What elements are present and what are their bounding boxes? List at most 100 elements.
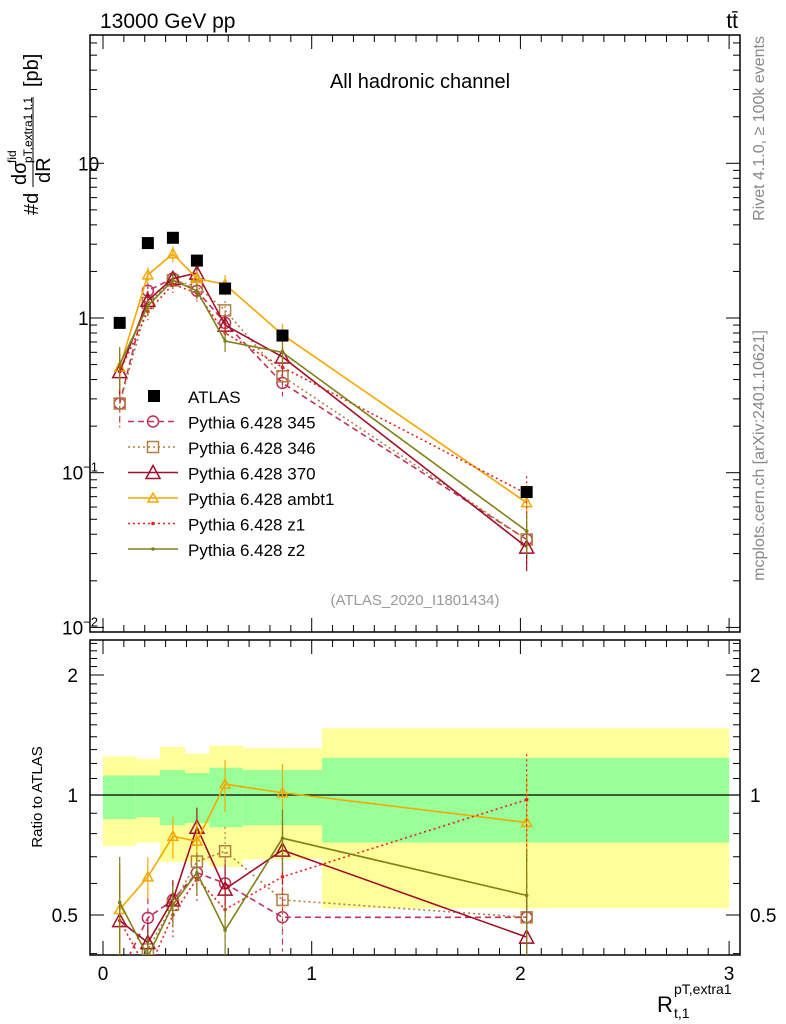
triangle-marker: [166, 829, 180, 842]
x-label-base: R: [657, 992, 673, 1017]
legend-label: Pythia 6.428 346: [188, 439, 316, 458]
main-series-2: [111, 264, 535, 572]
y-label-denominator: dR: [33, 157, 55, 183]
legend-label: Pythia 6.428 ambt1: [188, 490, 334, 509]
atlas-data-point: [219, 282, 232, 295]
dot-marker: [195, 288, 199, 293]
atlas-data-point: [520, 486, 533, 499]
triangle-marker: [166, 247, 180, 259]
dot-marker: [524, 893, 529, 898]
square-marker: [113, 397, 126, 410]
atlas-data-point: [276, 329, 289, 342]
y-tick-label-exp: −1: [83, 460, 98, 475]
ratio-y-tick-label-right: 2: [750, 666, 761, 687]
dot-marker: [146, 303, 150, 308]
ratio-y-tick-label-left: 2: [67, 666, 78, 687]
ratio-band-inner: [159, 770, 186, 826]
triangle-marker: [520, 815, 533, 828]
main-series-5: [117, 272, 529, 555]
ratio-y-tick-label-left: 1: [67, 786, 78, 807]
dot-marker: [280, 836, 285, 840]
square-marker: [218, 844, 232, 858]
ratio-band-inner: [135, 775, 160, 818]
x-tick-label: 2: [515, 964, 526, 985]
atlas-data-point: [190, 254, 203, 267]
triangle-marker: [190, 834, 204, 846]
legend-label: Pythia 6.428 345: [188, 414, 316, 433]
ratio-y-tick-label-right: 0.5: [750, 906, 776, 927]
ratio-band-inner: [209, 767, 243, 828]
triangle-marker: [190, 271, 204, 284]
main-series-4: [117, 276, 529, 518]
x-tick-label: 0: [98, 964, 109, 985]
triangle-marker: [218, 777, 232, 789]
source-label: mcplots.cern.ch [arXiv:2401.10621]: [751, 330, 768, 581]
triangle-marker: [216, 316, 234, 332]
ratio-series-5: [117, 809, 529, 955]
main-plot-frame: [89, 34, 741, 633]
dot-marker: [171, 903, 175, 907]
main-series-1: [113, 272, 533, 564]
process-label: tt̄: [726, 10, 738, 33]
legend-atlas-marker: [148, 390, 160, 402]
y-tick-label-exp: −2: [83, 614, 98, 629]
ratio-y-label: Ratio to ATLAS: [29, 746, 46, 847]
y-tick-label: 1: [78, 309, 89, 330]
x-label-sub: t,1: [674, 1005, 690, 1021]
dot-marker: [117, 362, 122, 367]
dot-marker: [280, 875, 285, 879]
circle-marker: [146, 415, 160, 428]
dot-marker: [524, 529, 529, 533]
atlas-data-point: [141, 237, 154, 250]
y-tick-label-base: 10: [62, 618, 83, 639]
series-line: [118, 283, 528, 495]
y-tick-label-base: 1: [78, 309, 89, 330]
analysis-id: (ATLAS_2020_I1801434): [330, 592, 499, 609]
y-tick-label: 10−2: [62, 614, 98, 639]
main-series-3: [113, 246, 533, 527]
triangle-marker: [276, 786, 289, 798]
y-tick-label: 10: [78, 154, 99, 175]
y-tick-label: 10−1: [62, 460, 98, 485]
ratio-band-inner: [103, 775, 136, 820]
x-tick-label: 1: [306, 964, 317, 985]
square-marker: [146, 440, 160, 454]
triangle-marker: [141, 870, 155, 882]
ratio-y-tick-label-right: 1: [750, 786, 761, 807]
y-label-sup: fid: [5, 150, 19, 163]
dot-marker: [171, 278, 175, 283]
series-line: [118, 252, 528, 504]
x-axis-label: RpT,extra1 t,1: [657, 981, 732, 1021]
legend-label: ATLAS: [188, 388, 241, 407]
main-series-0: [113, 270, 533, 564]
y-tick-label-base: 10: [62, 464, 83, 485]
y-label-unit: [pb]: [21, 54, 43, 87]
square-marker: [276, 370, 289, 383]
dot-marker: [524, 797, 529, 802]
dot-marker: [223, 339, 227, 343]
dot-marker: [151, 521, 155, 526]
ratio-plot-frame: [89, 639, 741, 956]
dot-marker: [280, 365, 285, 370]
main-series-group: [111, 246, 535, 572]
triangle-marker: [216, 880, 234, 896]
dot-marker: [117, 900, 122, 905]
rivet-label: Rivet 4.1.0, ≥ 100k events: [751, 36, 768, 221]
channel-label: All hadronic channel: [330, 71, 510, 93]
dot-marker: [195, 870, 199, 875]
triangle-marker: [144, 463, 162, 480]
dot-marker: [223, 928, 227, 932]
energy-label: 13000 GeV pp: [100, 10, 235, 33]
atlas-data-point: [166, 231, 179, 244]
y-label-sub: pT,extra1 t,1: [21, 97, 35, 163]
x-label-sup: pT,extra1: [674, 981, 732, 997]
y-label-prefix: #d: [21, 193, 43, 215]
ratio-series-group: [111, 754, 535, 955]
legend-label: Pythia 6.428 z1: [188, 516, 305, 535]
y-label-numerator: dσ: [9, 161, 31, 185]
triangle-marker: [146, 491, 160, 503]
y-tick-label-base: 10: [78, 154, 99, 175]
legend-label: Pythia 6.428 z2: [188, 541, 305, 560]
dot-marker: [280, 350, 285, 355]
